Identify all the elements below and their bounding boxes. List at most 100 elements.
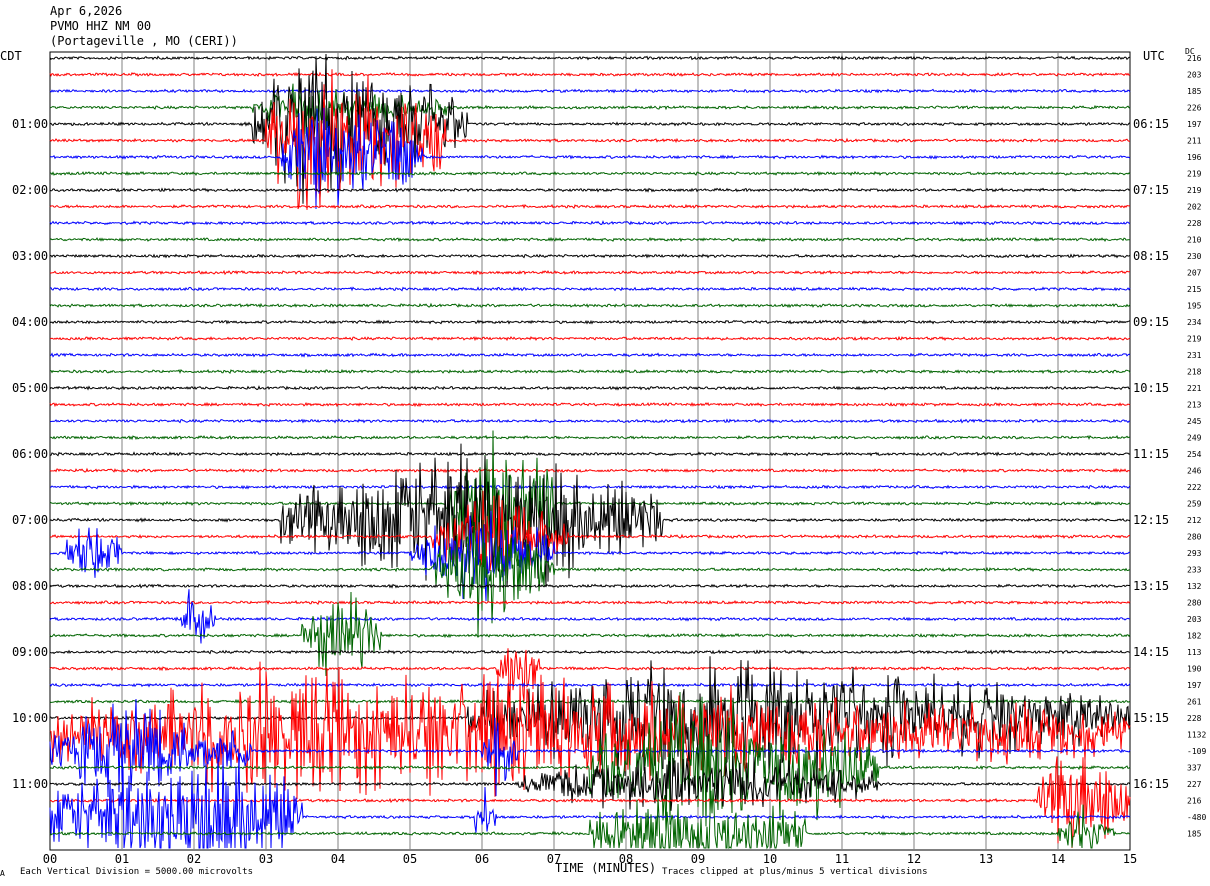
- trace-line: [50, 335, 1131, 342]
- dc-offset-label: 245: [1187, 417, 1202, 426]
- dc-offset-label: 221: [1187, 384, 1202, 393]
- trace-line: [49, 53, 1131, 204]
- right-hour-label: 08:15: [1133, 249, 1169, 263]
- trace-line: [49, 756, 1131, 849]
- x-tick-label: 12: [907, 852, 921, 866]
- trace-line: [49, 484, 1131, 490]
- dc-offset-label: 190: [1187, 665, 1202, 674]
- dc-offset-label: 293: [1187, 549, 1202, 558]
- right-hour-label: 07:15: [1133, 183, 1169, 197]
- dc-offset-label: 202: [1187, 203, 1202, 212]
- dc-offset-label: 215: [1187, 285, 1202, 294]
- trace-line: [49, 401, 1131, 408]
- trace-line: [49, 490, 1130, 580]
- dc-offset-label: 203: [1187, 615, 1202, 624]
- dc-offset-label: 203: [1187, 71, 1202, 80]
- dc-offset-label: 197: [1187, 681, 1202, 690]
- trace-line: [49, 220, 1131, 226]
- right-hour-label: 11:15: [1133, 447, 1169, 461]
- trace-line: [49, 591, 1131, 677]
- trace-line: [49, 599, 1131, 606]
- x-tick-label: 04: [331, 852, 345, 866]
- left-hour-label: 07:00: [12, 513, 48, 527]
- x-tick-label: 14: [1051, 852, 1065, 866]
- trace-line: [49, 743, 1131, 849]
- trace-line: [49, 319, 1131, 325]
- dc-offset-label: 261: [1187, 698, 1202, 707]
- right-hour-label: 06:15: [1133, 117, 1169, 131]
- dc-offset-label: 246: [1187, 467, 1202, 476]
- x-tick-label: 09: [691, 852, 705, 866]
- dc-offset-label: 228: [1187, 714, 1202, 723]
- x-tick-label: 06: [475, 852, 489, 866]
- date-label: Apr 6,2026: [50, 4, 123, 18]
- dc-offset-label: 219: [1187, 186, 1202, 195]
- trace-line: [49, 467, 1131, 474]
- left-hour-label: 11:00: [12, 777, 48, 791]
- left-hour-label: 01:00: [12, 117, 48, 131]
- right-hour-label: 10:15: [1133, 381, 1169, 395]
- left-hour-label: 09:00: [12, 645, 48, 659]
- station-label: PVMO HHZ NM 00: [50, 19, 152, 33]
- trace-line: [49, 83, 1131, 135]
- dc-offset-label: 113: [1187, 648, 1202, 657]
- dc-offset-label: 280: [1187, 533, 1202, 542]
- right-hour-label: 13:15: [1133, 579, 1169, 593]
- trace-line: [49, 71, 1131, 78]
- dc-offset-label: 280: [1187, 599, 1202, 608]
- trace-line: [49, 648, 1131, 702]
- dc-offset-label: 196: [1187, 153, 1202, 162]
- trace-line: [49, 698, 1131, 798]
- dc-offset-label: 213: [1187, 401, 1202, 410]
- dc-offset-label: 227: [1187, 780, 1202, 789]
- trace-line: [49, 698, 1131, 705]
- dc-offset-label: 197: [1187, 120, 1202, 129]
- dc-header-label: DC: [1185, 47, 1195, 56]
- x-tick-label: 07: [547, 852, 561, 866]
- trace-line: [49, 691, 1131, 832]
- dc-offset-label: 254: [1187, 450, 1202, 459]
- trace-line: [49, 236, 1131, 243]
- trace-line: [49, 203, 1131, 210]
- x-tick-label: 01: [115, 852, 129, 866]
- dc-offset-label: 233: [1187, 566, 1202, 575]
- left-hour-label: 02:00: [12, 183, 48, 197]
- x-tick-label: 02: [187, 852, 201, 866]
- trace-line: [50, 352, 1131, 358]
- scale-note: Each Vertical Division = 5000.00 microvo…: [20, 867, 253, 877]
- right-hour-label: 16:15: [1133, 777, 1169, 791]
- left-hour-label: 06:00: [12, 447, 48, 461]
- trace-line: [49, 302, 1131, 309]
- x-tick-label: 00: [43, 852, 57, 866]
- dc-offset-label: 222: [1187, 483, 1202, 492]
- x-tick-label: 11: [835, 852, 849, 866]
- trace-line: [50, 434, 1131, 441]
- dc-offset-label: 212: [1187, 516, 1202, 525]
- trace-line: [49, 55, 1131, 61]
- trace-line: [49, 755, 1131, 811]
- dc-offset-label: 219: [1187, 335, 1202, 344]
- dc-offset-label: 185: [1187, 830, 1202, 839]
- dc-offset-label: 210: [1187, 236, 1202, 245]
- x-axis-label: TIME (MINUTES): [555, 861, 657, 875]
- trace-line: [49, 88, 1131, 94]
- dc-offset-label: -109: [1187, 747, 1206, 756]
- trace-line: [49, 69, 1130, 210]
- dc-offset-label: 337: [1187, 764, 1202, 773]
- dc-offset-label: 207: [1187, 269, 1202, 278]
- dc-offset-label: -480: [1187, 813, 1206, 822]
- dc-offset-label: 230: [1187, 252, 1202, 261]
- dc-offset-label: 226: [1187, 104, 1202, 113]
- x-tick-label: 03: [259, 852, 273, 866]
- corner-mark: A: [0, 869, 5, 878]
- dc-offset-label: 211: [1187, 137, 1202, 146]
- trace-line: [49, 517, 1131, 638]
- plot-frame: [49, 51, 1131, 851]
- left-hour-label: 10:00: [12, 711, 48, 725]
- trace-line: [50, 451, 1131, 457]
- right-timezone-label: UTC: [1143, 49, 1165, 63]
- dc-offset-label: 216: [1187, 797, 1202, 806]
- x-tick-label: 15: [1123, 852, 1137, 866]
- trace-line: [49, 443, 1131, 587]
